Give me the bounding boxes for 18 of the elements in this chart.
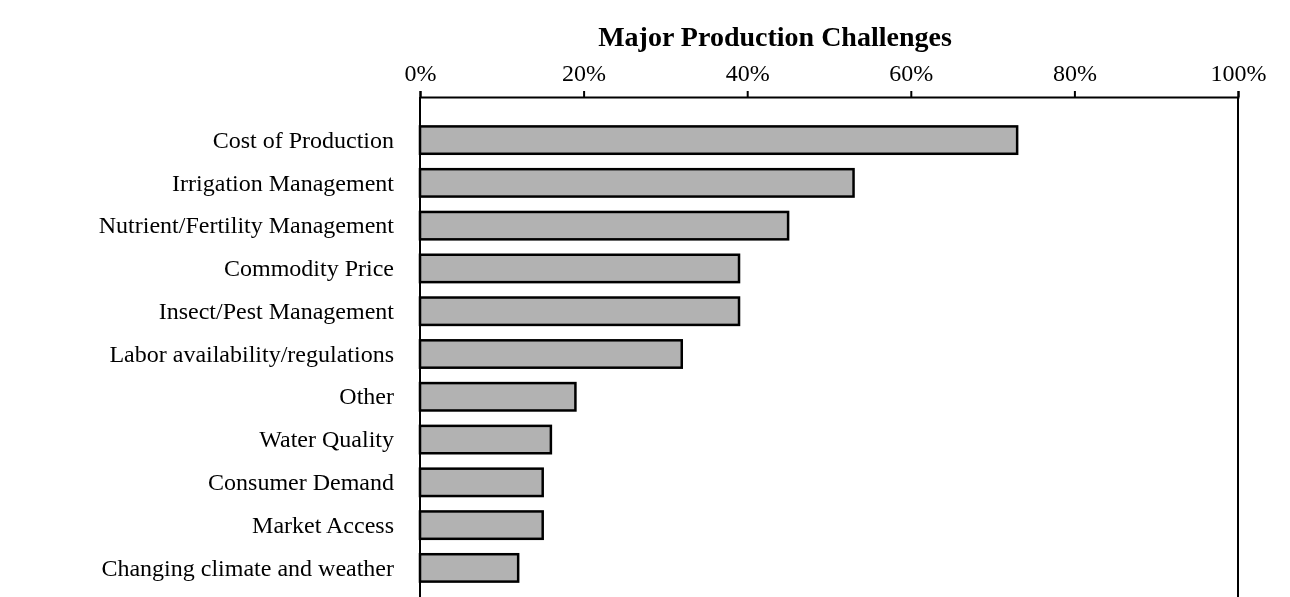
- y-tick-label: Cost of Production: [212, 126, 394, 153]
- x-tick-label: 20%: [562, 59, 607, 86]
- y-tick-label: Market Access: [252, 511, 394, 538]
- y-tick-label: Consumer Demand: [208, 469, 394, 496]
- x-tick-label: 60%: [889, 59, 934, 86]
- x-tick-label: 40%: [725, 59, 770, 86]
- y-tick-label: Water Quality: [259, 426, 394, 453]
- x-tick-label: 100%: [1210, 59, 1267, 86]
- x-tick-label: 80%: [1052, 59, 1097, 86]
- y-tick-label: Changing climate and weather: [101, 554, 394, 581]
- y-tick-label: Other: [339, 383, 394, 410]
- y-tick-label: Commodity Price: [224, 255, 394, 282]
- y-tick-label: Nutrient/Fertility Management: [98, 212, 395, 239]
- chart-title: Major Production Challenges: [598, 21, 952, 52]
- y-tick-label: Irrigation Management: [172, 169, 395, 196]
- y-tick-label: Labor availability/regulations: [109, 340, 394, 367]
- y-tick-label: Insect/Pest Management: [158, 297, 395, 324]
- x-tick-label: 0%: [404, 59, 437, 86]
